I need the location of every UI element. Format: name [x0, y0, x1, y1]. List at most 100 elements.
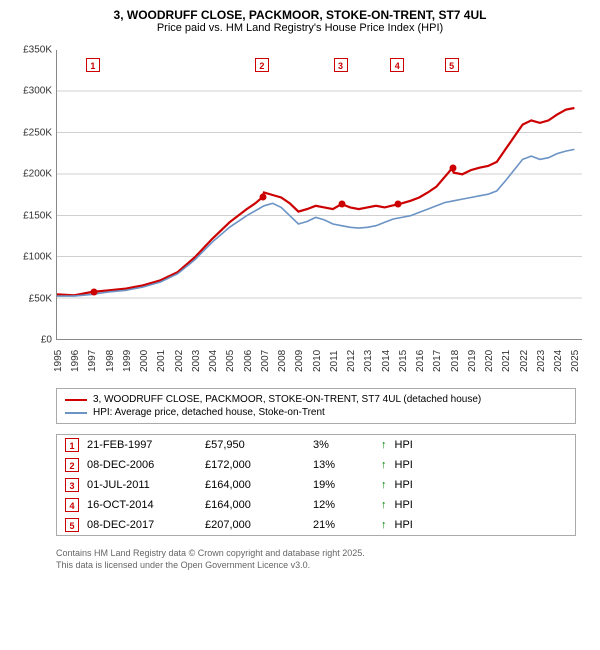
x-axis-label: 2002	[174, 350, 185, 372]
x-axis-label: 2021	[501, 350, 512, 372]
x-axis-label: 2008	[277, 350, 288, 372]
x-axis-label: 2007	[260, 350, 271, 372]
row-pct: 19%	[313, 479, 373, 491]
x-axis-label: 1998	[105, 350, 116, 372]
row-pct: 21%	[313, 519, 373, 531]
row-price: £164,000	[205, 479, 305, 491]
x-axis-label: 1995	[53, 350, 64, 372]
x-axis-label: 2011	[329, 350, 340, 372]
row-pct: 13%	[313, 459, 373, 471]
row-price: £57,950	[205, 439, 305, 451]
footer-attribution: Contains HM Land Registry data © Crown c…	[56, 548, 592, 571]
y-axis-label: £0	[41, 335, 52, 346]
footer-line-2: This data is licensed under the Open Gov…	[56, 560, 592, 572]
x-axis-label: 2005	[225, 350, 236, 372]
line-layer	[57, 50, 582, 339]
y-axis-label: £100K	[23, 252, 52, 263]
x-axis-label: 2022	[519, 350, 530, 372]
y-axis-label: £250K	[23, 127, 52, 138]
x-axis-label: 2010	[312, 350, 323, 372]
x-axis-label: 2014	[381, 350, 392, 372]
x-axis-label: 2006	[243, 350, 254, 372]
sale-dot-1	[90, 288, 97, 295]
y-axis-label: £350K	[23, 45, 52, 56]
legend-item: HPI: Average price, detached house, Stok…	[65, 406, 567, 419]
y-axis-label: £200K	[23, 169, 52, 180]
row-pct: 3%	[313, 439, 373, 451]
row-date: 16-OCT-2014	[87, 499, 197, 511]
table-row: 5 08-DEC-2017 £207,000 21% ↑ HPI	[57, 515, 575, 535]
arrow-up-icon: ↑	[381, 519, 387, 531]
chart-title: 3, WOODRUFF CLOSE, PACKMOOR, STOKE-ON-TR…	[8, 8, 592, 22]
arrow-up-icon: ↑	[381, 479, 387, 491]
y-axis-label: £50K	[29, 293, 52, 304]
sale-marker-3: 3	[334, 58, 348, 72]
sale-marker-2: 2	[255, 58, 269, 72]
row-suffix: HPI	[395, 439, 413, 451]
y-axis-label: £300K	[23, 86, 52, 97]
sale-dot-5	[449, 165, 456, 172]
sale-marker-1: 1	[86, 58, 100, 72]
x-axis-label: 2017	[432, 350, 443, 372]
sales-table: 1 21-FEB-1997 £57,950 3% ↑ HPI 2 08-DEC-2006 £17…	[56, 434, 576, 536]
plot-area	[56, 50, 582, 340]
x-axis-label: 2025	[570, 350, 581, 372]
x-axis-label: 1997	[87, 350, 98, 372]
row-suffix: HPI	[395, 499, 413, 511]
row-date: 21-FEB-1997	[87, 439, 197, 451]
x-axis-label: 2024	[553, 350, 564, 372]
table-row: 1 21-FEB-1997 £57,950 3% ↑ HPI	[57, 435, 575, 455]
x-axis-label: 2000	[139, 350, 150, 372]
x-axis-label: 2015	[398, 350, 409, 372]
legend-swatch	[65, 399, 87, 401]
x-axis-label: 2023	[536, 350, 547, 372]
sale-dot-2	[259, 194, 266, 201]
row-marker: 5	[65, 518, 79, 532]
legend-swatch	[65, 412, 87, 414]
legend-item: 3, WOODRUFF CLOSE, PACKMOOR, STOKE-ON-TR…	[65, 393, 567, 406]
x-axis-label: 2004	[208, 350, 219, 372]
table-row: 2 08-DEC-2006 £172,000 13% ↑ HPI	[57, 455, 575, 475]
row-marker: 1	[65, 438, 79, 452]
x-axis-label: 2013	[363, 350, 374, 372]
legend-label: HPI: Average price, detached house, Stok…	[93, 407, 325, 418]
row-suffix: HPI	[395, 459, 413, 471]
chart-area: £0 £50K £100K £150K £200K £250K £300K £350K 1995…	[8, 40, 592, 380]
row-date: 08-DEC-2006	[87, 459, 197, 471]
x-axis-label: 2003	[191, 350, 202, 372]
row-marker: 4	[65, 498, 79, 512]
row-price: £172,000	[205, 459, 305, 471]
series-hpi	[57, 149, 574, 296]
sale-marker-5: 5	[445, 58, 459, 72]
row-marker: 2	[65, 458, 79, 472]
table-row: 4 16-OCT-2014 £164,000 12% ↑ HPI	[57, 495, 575, 515]
x-axis-label: 2019	[467, 350, 478, 372]
arrow-up-icon: ↑	[381, 459, 387, 471]
series-price_paid	[57, 108, 574, 295]
x-axis-label: 1996	[70, 350, 81, 372]
footer-line-1: Contains HM Land Registry data © Crown c…	[56, 548, 592, 560]
x-axis-label: 2009	[294, 350, 305, 372]
x-axis-label: 1999	[122, 350, 133, 372]
row-suffix: HPI	[395, 519, 413, 531]
sale-marker-4: 4	[390, 58, 404, 72]
legend-box: 3, WOODRUFF CLOSE, PACKMOOR, STOKE-ON-TR…	[56, 388, 576, 424]
legend-label: 3, WOODRUFF CLOSE, PACKMOOR, STOKE-ON-TR…	[93, 394, 481, 405]
x-axis-label: 2016	[415, 350, 426, 372]
row-price: £207,000	[205, 519, 305, 531]
arrow-up-icon: ↑	[381, 499, 387, 511]
x-axis-label: 2020	[484, 350, 495, 372]
row-date: 08-DEC-2017	[87, 519, 197, 531]
row-suffix: HPI	[395, 479, 413, 491]
row-date: 01-JUL-2011	[87, 479, 197, 491]
x-axis-label: 2018	[450, 350, 461, 372]
row-pct: 12%	[313, 499, 373, 511]
x-axis-label: 2001	[156, 350, 167, 372]
y-axis-label: £150K	[23, 210, 52, 221]
x-axis-label: 2012	[346, 350, 357, 372]
chart-subtitle: Price paid vs. HM Land Registry's House …	[8, 22, 592, 34]
row-price: £164,000	[205, 499, 305, 511]
sale-dot-4	[395, 201, 402, 208]
arrow-up-icon: ↑	[381, 439, 387, 451]
table-row: 301-JUL-2011£164,00019%↑HPI	[57, 475, 575, 495]
